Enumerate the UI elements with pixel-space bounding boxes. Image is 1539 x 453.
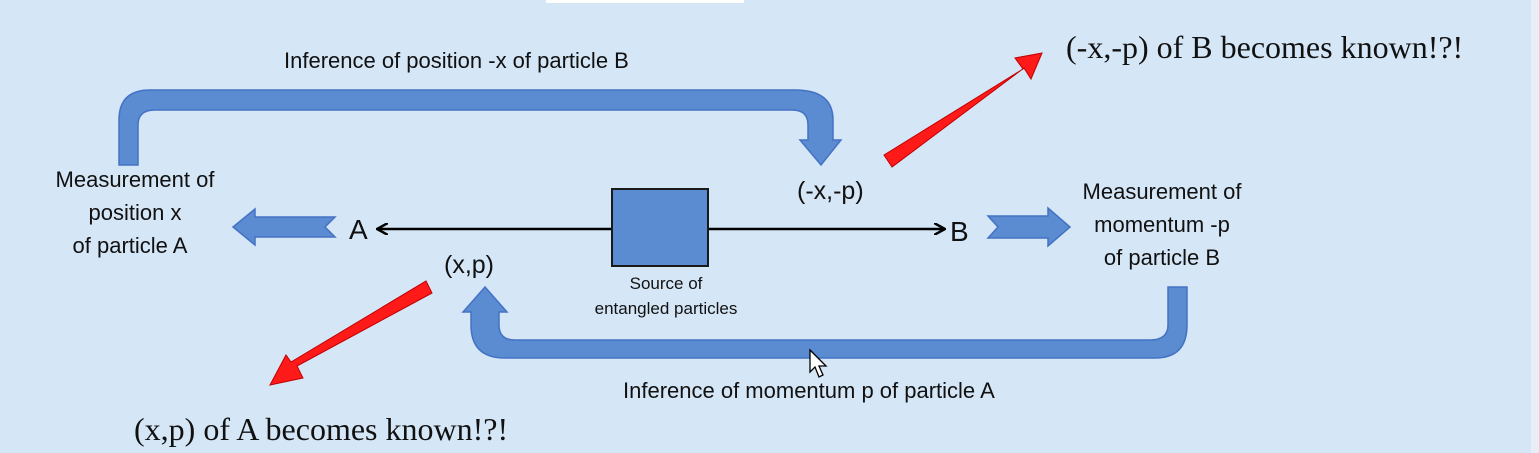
measurement-b-line2: momentum -p bbox=[1094, 212, 1230, 237]
red-arrow-a bbox=[269, 280, 433, 386]
measurement-b-line1: Measurement of bbox=[1082, 179, 1242, 204]
particle-b-label: B bbox=[950, 216, 969, 247]
right-edge bbox=[1531, 0, 1539, 453]
source-line2: entangled particles bbox=[594, 299, 738, 318]
particle-a-label: A bbox=[349, 214, 368, 245]
inference-momentum-label: Inference of momentum p of particle A bbox=[623, 378, 995, 403]
measurement-a-label: Measurement of position x of particle A bbox=[40, 163, 230, 262]
state-a-label: (x,p) bbox=[444, 251, 494, 279]
red-arrow-b bbox=[883, 52, 1043, 168]
measurement-a-line1: Measurement of bbox=[55, 167, 215, 192]
known-a-label: (x,p) of A becomes known!?! bbox=[134, 411, 509, 447]
mouse-cursor bbox=[809, 348, 828, 378]
source-box bbox=[611, 188, 709, 267]
known-b-label: (-x,-p) of B becomes known!?! bbox=[1066, 29, 1464, 65]
measure-arrow-b bbox=[986, 206, 1072, 248]
inference-position-label: Inference of position -x of particle B bbox=[284, 48, 629, 73]
source-line1: Source of bbox=[629, 274, 703, 293]
inference-arrow-bottom bbox=[461, 285, 1188, 359]
measurement-a-line3: of particle A bbox=[72, 233, 188, 258]
measurement-b-label: Measurement of momentum -p of particle B bbox=[1067, 175, 1257, 274]
measurement-a-line2: position x bbox=[88, 200, 182, 225]
measurement-b-line3: of particle B bbox=[1103, 245, 1221, 270]
top-strip bbox=[546, 0, 744, 3]
source-label: Source of entangled particles bbox=[566, 271, 766, 321]
inference-arrow-top bbox=[118, 89, 843, 167]
measure-arrow-a bbox=[231, 207, 337, 247]
state-b-label: (-x,-p) bbox=[797, 177, 864, 205]
